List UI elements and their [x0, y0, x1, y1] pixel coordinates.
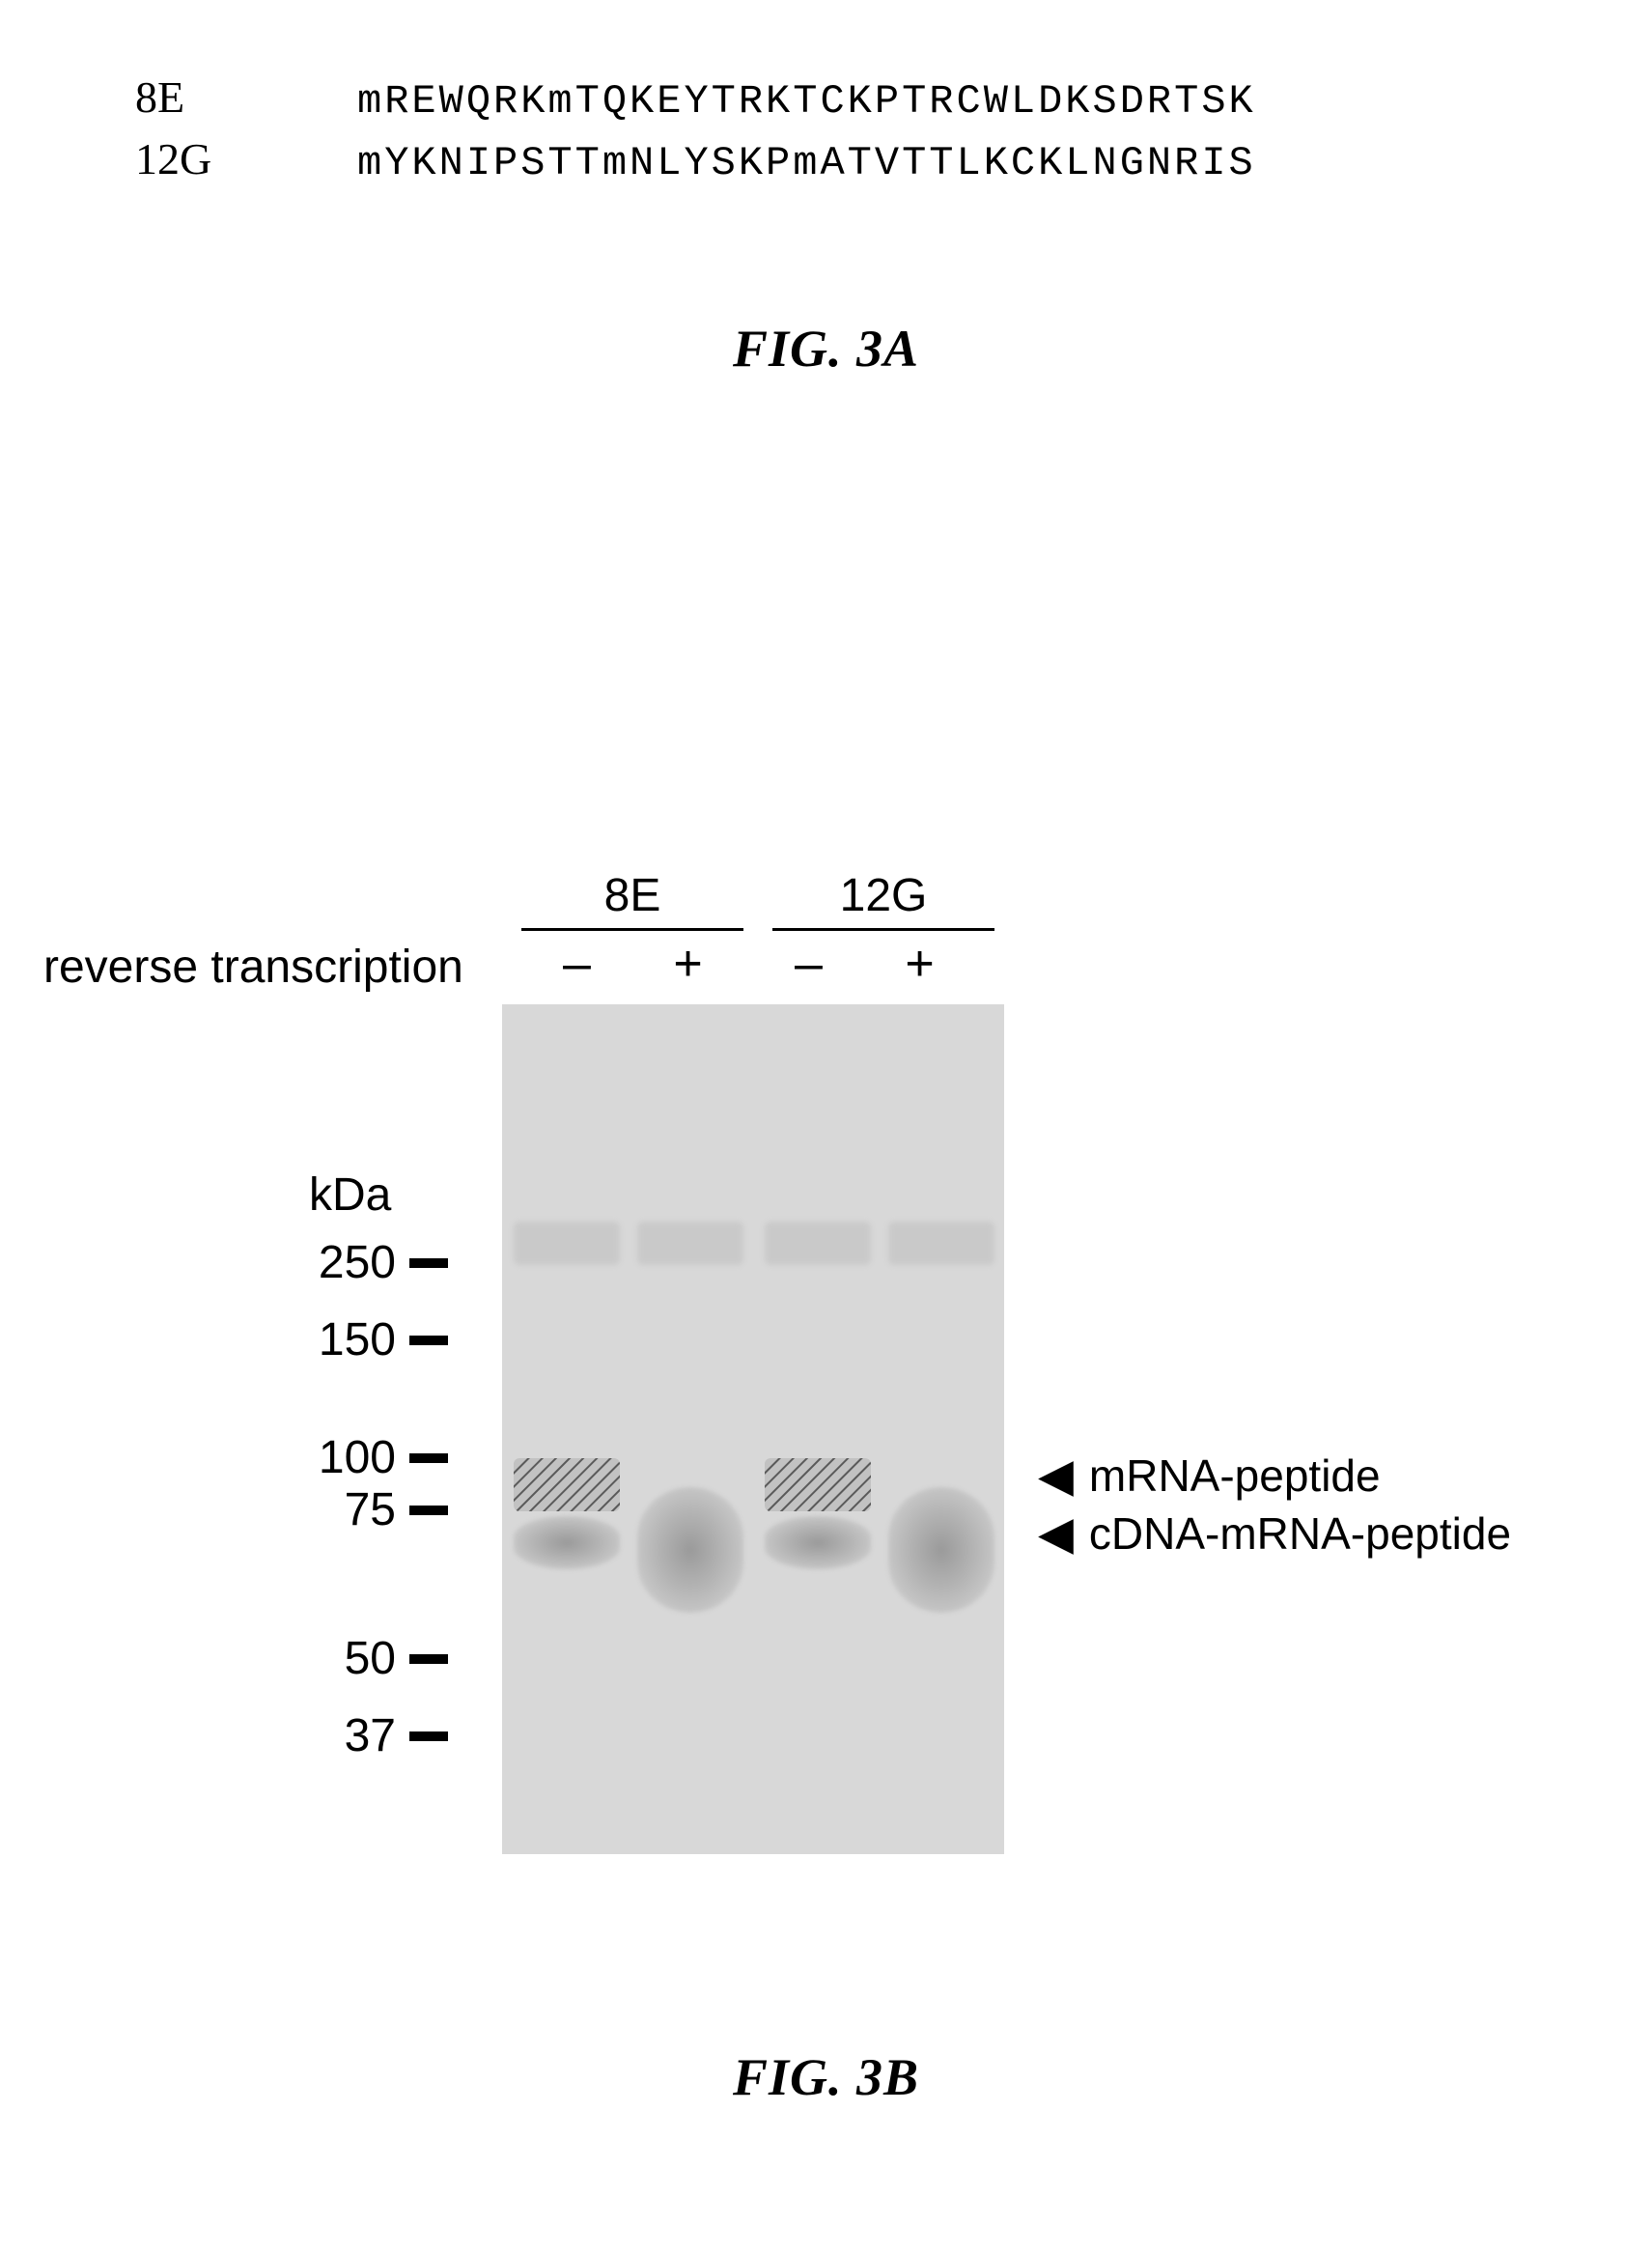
gel-lane: [514, 1004, 620, 1854]
sequence-row: 8EmREWQRKmTQKEYTRKTCKPTRCWLDKSDRTSK: [135, 68, 1256, 129]
figure-caption-b: FIG. 3B: [733, 2047, 919, 2107]
sequence-row: 12GmYKNIPSTTmNLYSKPmATVTTLKCKLNGNRIS: [135, 129, 1256, 191]
mw-value: 75: [309, 1483, 396, 1536]
fuzzy-band: [637, 1487, 743, 1613]
faint-band: [765, 1222, 871, 1265]
kda-label: kDa: [309, 1168, 391, 1222]
underline: [772, 928, 994, 931]
mw-marker-row: 100: [309, 1431, 448, 1484]
hatched-band: [765, 1458, 871, 1511]
rt-value: +: [632, 935, 743, 993]
mw-tick: [409, 1336, 448, 1345]
arrowhead-icon: ◀: [1038, 1506, 1074, 1561]
underline: [521, 928, 743, 931]
sequence-name: 12G: [135, 129, 357, 189]
sequence-name: 8E: [135, 68, 357, 127]
fuzzy-band: [514, 1516, 620, 1569]
gel-lane: [637, 1004, 743, 1854]
gel-image: [502, 1004, 1004, 1854]
rt-value: –: [521, 935, 632, 993]
fuzzy-band: [765, 1516, 871, 1569]
mw-value: 250: [309, 1236, 396, 1289]
hatched-band: [514, 1458, 620, 1511]
mw-tick: [409, 1654, 448, 1664]
faint-band: [637, 1222, 743, 1265]
band-label-text: mRNA-peptide: [1089, 1450, 1381, 1502]
reverse-transcription-label: reverse transcription: [43, 941, 463, 994]
gel-lane: [888, 1004, 994, 1854]
mw-marker-row: 250: [309, 1236, 448, 1289]
gel-figure: 8E 12G reverse transcription –+–+ kDa250…: [0, 869, 1652, 1951]
lane-group-8e: 8E: [521, 869, 743, 931]
gel-lane: [765, 1004, 871, 1854]
rt-value-row: –+–+: [521, 935, 975, 993]
mw-marker-row: 75: [309, 1483, 448, 1536]
mw-marker-row: 50: [309, 1632, 448, 1685]
mw-value: 37: [309, 1709, 396, 1762]
fuzzy-band: [888, 1487, 994, 1613]
mw-value: 150: [309, 1313, 396, 1366]
arrowhead-icon: ◀: [1038, 1449, 1074, 1503]
rt-value: +: [864, 935, 975, 993]
rt-value: –: [753, 935, 864, 993]
sequence-string: mYKNIPSTTmNLYSKPmATVTTLKCKLNGNRIS: [357, 140, 1256, 186]
mw-tick: [409, 1258, 448, 1268]
band-label: ◀ mRNA-peptide: [1038, 1449, 1381, 1503]
band-label: ◀ cDNA-mRNA-peptide: [1038, 1506, 1511, 1561]
faint-band: [514, 1222, 620, 1265]
figure-caption-a: FIG. 3A: [733, 319, 919, 379]
mw-marker-row: 150: [309, 1313, 448, 1366]
faint-band: [888, 1222, 994, 1265]
sequence-alignment: 8EmREWQRKmTQKEYTRKTCKPTRCWLDKSDRTSK 12Gm…: [135, 68, 1256, 190]
band-label-text: cDNA-mRNA-peptide: [1089, 1507, 1511, 1560]
lane-group-12g: 12G: [772, 869, 994, 931]
lane-group-label: 8E: [604, 870, 661, 921]
mw-tick: [409, 1453, 448, 1463]
lane-group-label: 12G: [840, 870, 928, 921]
mw-marker-row: 37: [309, 1709, 448, 1762]
mw-value: 100: [309, 1431, 396, 1484]
mw-value: 50: [309, 1632, 396, 1685]
mw-tick: [409, 1731, 448, 1741]
mw-tick: [409, 1506, 448, 1515]
sequence-string: mREWQRKmTQKEYTRKTCKPTRCWLDKSDRTSK: [357, 78, 1256, 125]
